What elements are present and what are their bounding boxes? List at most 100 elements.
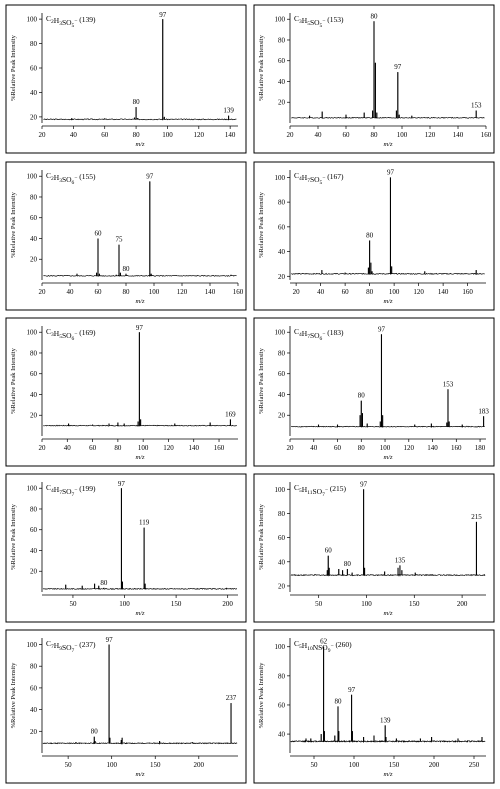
peak-label: 97 <box>136 324 144 332</box>
x-tick-label: 120 <box>177 288 188 296</box>
peak-label: 237 <box>226 694 237 702</box>
spectrum-title: C3H5SO6− (169) <box>46 327 96 342</box>
spectrum-title: C2H3SO6− (155) <box>46 171 96 186</box>
spectrum-panel-10: C5H10NSO9− (260) 40 60 80 100 50 100 150 200 250%… <box>253 629 495 784</box>
x-tick-label: 40 <box>64 444 72 452</box>
x-tick-label: 60 <box>342 288 350 296</box>
spectrum-panel-9: C7H9SO7− (237) 20 40 60 80 100 50 100 150 200 %Rel… <box>5 629 247 784</box>
spectrum-title: C7H9SO7− (237) <box>46 639 96 654</box>
y-tick-label: 60 <box>278 701 286 709</box>
x-tick-label: 120 <box>425 131 436 139</box>
x-tick-label: 40 <box>315 131 323 139</box>
peak-label: 97 <box>348 686 356 694</box>
peak-label: 80 <box>344 560 352 568</box>
y-axis-label: %Relative Peak Intensity <box>10 34 17 100</box>
spectrum-trace <box>291 21 485 119</box>
panel-frame <box>253 473 495 623</box>
spectrum-panel-4: C4H7SO5− (167) 20 40 60 80 100 20 40 60 80 100 120 1… <box>253 161 495 311</box>
x-tick-label: 150 <box>171 600 182 608</box>
y-tick-label: 40 <box>278 78 286 86</box>
y-tick-label: 40 <box>30 235 38 243</box>
spectrum-title: C5H11SO7− (215) <box>294 483 347 498</box>
x-tick-label: 100 <box>389 288 400 296</box>
x-tick-label: 40 <box>310 444 318 452</box>
y-tick-label: 100 <box>27 329 38 337</box>
peak-label: 169 <box>225 410 236 418</box>
y-tick-label: 60 <box>30 370 38 378</box>
y-tick-label: 100 <box>27 641 38 649</box>
y-tick-label: 100 <box>275 329 286 337</box>
y-tick-label: 20 <box>30 412 38 420</box>
y-tick-label: 60 <box>278 57 286 65</box>
y-tick-label: 80 <box>278 510 286 518</box>
spectrum-panel-8: C5H11SO7− (215) 20 40 60 80 100 50 100 150 200 %Re… <box>253 473 495 623</box>
y-axis-label: %Relative Peak Intensity <box>10 347 17 413</box>
peak-label: 60 <box>95 229 103 237</box>
spectrum-trace <box>290 646 486 743</box>
x-tick-label: 40 <box>317 288 325 296</box>
x-tick-label: 140 <box>188 444 199 452</box>
x-axis-label: m/z <box>135 771 145 778</box>
x-tick-label: 150 <box>389 761 400 769</box>
x-tick-label: 200 <box>222 600 233 608</box>
x-tick-label: 50 <box>315 600 323 608</box>
x-axis-label: m/z <box>135 298 145 305</box>
peak-label: 80 <box>371 12 379 20</box>
x-tick-label: 20 <box>287 444 295 452</box>
spectrum-title: C5H10NSO9− (260) <box>294 639 352 654</box>
y-tick-label: 40 <box>30 89 38 97</box>
peak-label: 80 <box>91 728 99 736</box>
x-axis-label: m/z <box>135 141 145 148</box>
y-tick-label: 80 <box>30 663 38 671</box>
spectrum-panel-7: C4H7SO7− (199) 20 40 60 80 100 50 100 150 200 %Rel… <box>5 473 247 623</box>
peak-label: 75 <box>116 236 124 244</box>
x-axis-label: m/z <box>135 610 145 617</box>
x-tick-label: 80 <box>114 444 122 452</box>
peak-label: 215 <box>471 513 482 521</box>
x-tick-label: 20 <box>293 288 301 296</box>
x-tick-label: 40 <box>67 288 75 296</box>
y-tick-label: 20 <box>30 568 38 576</box>
peak-label: 183 <box>478 407 489 415</box>
x-tick-label: 140 <box>225 131 236 139</box>
x-tick-label: 20 <box>39 131 47 139</box>
x-tick-label: 80 <box>123 288 131 296</box>
x-tick-label: 20 <box>287 131 295 139</box>
x-tick-label: 200 <box>429 761 440 769</box>
x-tick-label: 140 <box>438 288 449 296</box>
peak-label: 80 <box>366 231 374 239</box>
y-axis-label: %Relative Peak Intensity <box>258 662 265 728</box>
x-axis-label: m/z <box>383 298 393 305</box>
y-axis-label: %Relative Peak Intensity <box>258 191 265 257</box>
x-axis-label: m/z <box>383 454 393 461</box>
y-tick-label: 100 <box>275 486 286 494</box>
x-tick-label: 100 <box>106 761 117 769</box>
panel-frame <box>253 629 495 784</box>
panel-frame <box>5 317 247 467</box>
spectrum-title: C4H7SO6− (183) <box>294 327 344 342</box>
spectrum-trace <box>290 489 486 577</box>
x-tick-label: 100 <box>138 444 149 452</box>
y-axis-label: %Relative Peak Intensity <box>258 347 265 413</box>
peak-label: 97 <box>360 480 368 488</box>
y-tick-label: 80 <box>30 349 38 357</box>
x-tick-label: 160 <box>462 288 473 296</box>
x-tick-label: 100 <box>361 600 372 608</box>
y-tick-label: 40 <box>30 391 38 399</box>
x-tick-label: 80 <box>358 444 366 452</box>
peak-label: 119 <box>139 519 150 527</box>
x-tick-label: 60 <box>334 444 342 452</box>
spectrum-panel-2: C3H5SO5− (153) 20 40 60 80 100 20 40 60 80 100 120 1… <box>253 4 495 154</box>
y-tick-label: 20 <box>30 728 38 736</box>
y-tick-label: 60 <box>30 684 38 692</box>
y-tick-label: 80 <box>278 36 286 44</box>
x-tick-label: 160 <box>214 444 225 452</box>
x-tick-label: 60 <box>89 444 97 452</box>
y-tick-label: 40 <box>30 547 38 555</box>
y-tick-label: 80 <box>278 199 286 207</box>
spectrum-panel-6: C4H7SO6− (183) 20 40 60 80 100 20 40 60 80 100 120 1… <box>253 317 495 467</box>
x-tick-label: 140 <box>205 288 216 296</box>
y-axis-label: %Relative Peak Intensity <box>10 503 17 569</box>
x-tick-label: 100 <box>349 761 360 769</box>
x-tick-label: 160 <box>481 131 492 139</box>
